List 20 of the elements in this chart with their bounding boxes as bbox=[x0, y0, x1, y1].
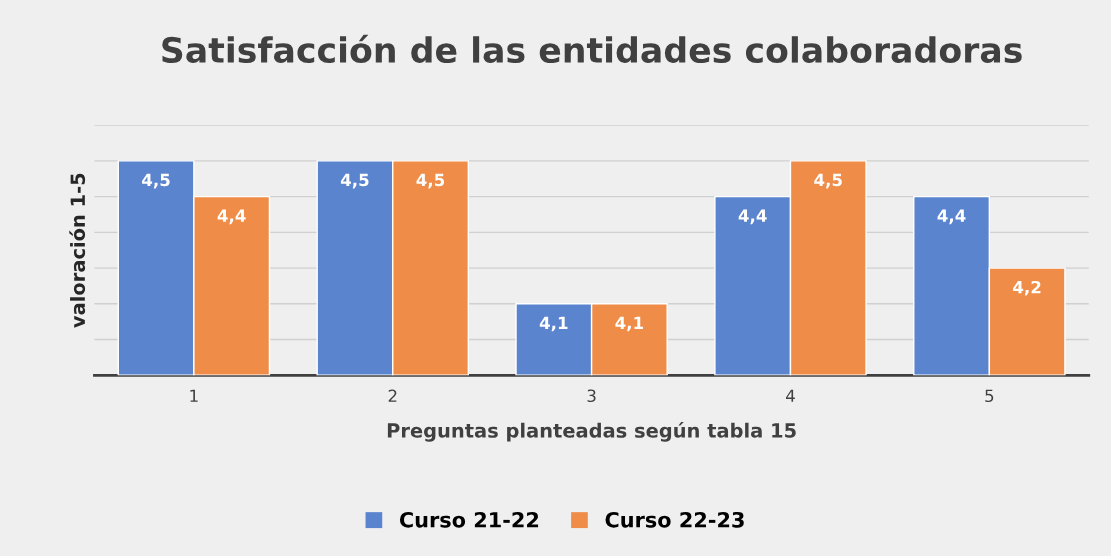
data-label: 4,1 bbox=[539, 316, 568, 332]
x-tick-label: 4 bbox=[785, 389, 795, 402]
data-label: 4,4 bbox=[217, 209, 246, 225]
data-label: 4,4 bbox=[937, 209, 966, 225]
data-label: 4,2 bbox=[1013, 280, 1041, 296]
x-tick-label: 2 bbox=[388, 389, 397, 402]
chart-title: Satisfacción de las entidades colaboradoras bbox=[162, 34, 1022, 64]
legend-label: Curso 22-23 bbox=[605, 511, 744, 528]
x-tick-label: 5 bbox=[985, 389, 994, 403]
x-tick-label: 3 bbox=[587, 389, 596, 403]
legend-label: Curso 21-22 bbox=[399, 511, 539, 528]
data-label: 4,1 bbox=[615, 316, 644, 332]
data-label: 4,5 bbox=[340, 173, 369, 189]
y-axis-title: valoración 1-5 bbox=[69, 173, 86, 328]
data-label: 4,5 bbox=[142, 173, 170, 189]
x-axis-title: Preguntas planteadas según tabla 15 bbox=[387, 421, 796, 442]
data-label: 4,5 bbox=[416, 173, 445, 189]
data-label: 4,5 bbox=[814, 173, 842, 189]
data-label: 4,4 bbox=[738, 209, 767, 225]
x-tick-label: 1 bbox=[190, 389, 198, 402]
